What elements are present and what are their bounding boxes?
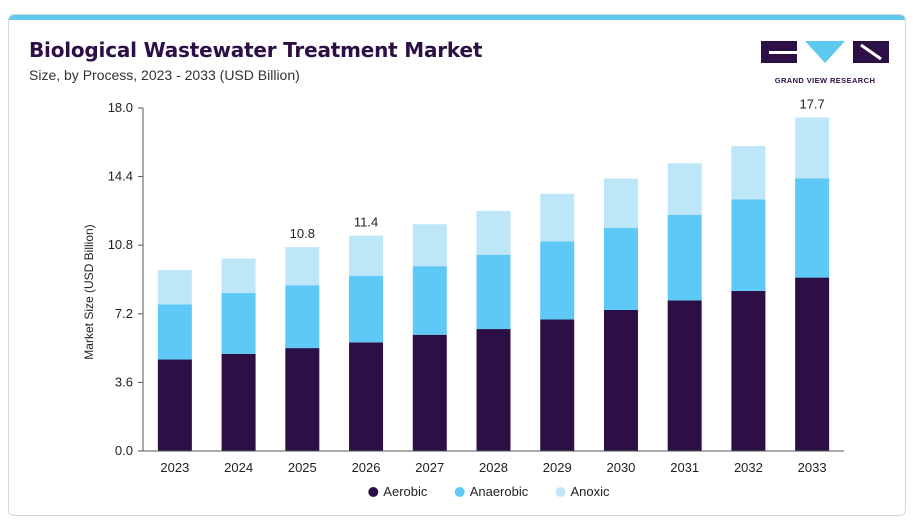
bar-anoxic-2028 xyxy=(476,210,511,255)
bar-anoxic-2030 xyxy=(603,178,638,229)
bar-aerobic-2032 xyxy=(731,290,766,451)
y-tick-label: 14.4 xyxy=(108,169,133,184)
bar-aerobic-2031 xyxy=(667,300,702,451)
x-tick-label: 2031 xyxy=(670,460,699,475)
legend-marker-anaerobic xyxy=(454,487,465,497)
bar-anoxic-2027 xyxy=(412,224,447,267)
legend-label-aerobic: Aerobic xyxy=(383,484,428,499)
bars xyxy=(157,117,830,451)
accent-bar xyxy=(9,15,905,20)
bar-aerobic-2026 xyxy=(349,342,384,451)
data-label-2026: 11.4 xyxy=(354,215,378,230)
bar-aerobic-2025 xyxy=(285,348,320,451)
y-axis-title: Market Size (USD Billion) xyxy=(82,224,96,359)
y-tick-label: 10.8 xyxy=(108,237,133,252)
data-labels: 10.8 11.4 17.7 xyxy=(290,97,825,242)
x-tick-label: 2024 xyxy=(224,460,253,475)
y-tick-label: 3.6 xyxy=(115,374,133,389)
legend-marker-aerobic xyxy=(368,487,379,497)
data-label-2033: 17.7 xyxy=(799,97,824,112)
bar-anaerobic-2025 xyxy=(285,285,320,349)
bar-anaerobic-2033 xyxy=(795,178,830,278)
bar-anaerobic-2031 xyxy=(667,214,702,301)
bar-aerobic-2023 xyxy=(157,359,192,451)
bar-anoxic-2031 xyxy=(667,163,702,215)
x-tick-label: 2033 xyxy=(798,460,827,475)
y-tick-label: 7.2 xyxy=(115,306,133,321)
y-tick-label: 18.0 xyxy=(108,100,133,115)
x-tick-label: 2025 xyxy=(288,460,317,475)
bar-anaerobic-2027 xyxy=(412,266,447,335)
bar-anoxic-2025 xyxy=(285,247,320,286)
x-tick-label: 2023 xyxy=(160,460,189,475)
legend-marker-anoxic xyxy=(555,487,566,497)
bar-anaerobic-2030 xyxy=(603,228,638,310)
x-tick-label: 2029 xyxy=(543,460,572,475)
x-tick-label: 2030 xyxy=(606,460,635,475)
bar-anaerobic-2023 xyxy=(157,304,192,360)
y-axis-ticks: 0.0 3.6 7.2 10.8 14.4 18.0 xyxy=(108,100,143,458)
data-label-2025: 10.8 xyxy=(290,226,315,241)
chart-subtitle: Size, by Process, 2023 - 2033 (USD Billi… xyxy=(29,67,300,83)
chart-card: Biological Wastewater Treatment Market S… xyxy=(8,14,906,516)
bar-anoxic-2029 xyxy=(540,193,575,242)
bar-anoxic-2024 xyxy=(221,258,256,293)
bar-anaerobic-2028 xyxy=(476,254,511,330)
x-tick-label: 2032 xyxy=(734,460,763,475)
y-tick-label: 0.0 xyxy=(115,443,133,458)
x-axis-ticks: 2023 2024 2025 2026 2027 2028 2029 2030 2031 2032… xyxy=(160,460,826,475)
chart-title: Biological Wastewater Treatment Market xyxy=(29,38,483,62)
bar-anaerobic-2026 xyxy=(349,275,384,343)
bar-chart: Market Size (USD Billion) 0.03.67.210.81… xyxy=(82,97,844,499)
bar-aerobic-2033 xyxy=(795,277,830,451)
logo-text: GRAND VIEW RESEARCH xyxy=(774,76,876,85)
bar-anoxic-2033 xyxy=(795,117,830,179)
bar-anoxic-2032 xyxy=(731,146,766,200)
x-tick-label: 2026 xyxy=(352,460,381,475)
x-tick-label: 2027 xyxy=(415,460,444,475)
bar-anaerobic-2024 xyxy=(221,292,256,354)
bar-aerobic-2028 xyxy=(476,329,511,451)
bar-aerobic-2030 xyxy=(603,309,638,451)
x-tick-label: 2028 xyxy=(479,460,508,475)
bar-aerobic-2027 xyxy=(412,334,447,451)
bar-aerobic-2024 xyxy=(221,353,256,451)
legend: Aerobic Anaerobic Anoxic xyxy=(368,484,610,499)
grand-view-research-logo: GRAND VIEW RESEARCH xyxy=(761,39,889,89)
bar-anoxic-2026 xyxy=(349,235,384,276)
bar-anaerobic-2032 xyxy=(731,199,766,291)
legend-label-anaerobic: Anaerobic xyxy=(470,484,529,499)
bar-aerobic-2029 xyxy=(540,319,575,451)
bar-anaerobic-2029 xyxy=(540,241,575,320)
bar-anoxic-2023 xyxy=(157,269,192,305)
logo-icon xyxy=(761,41,889,63)
legend-label-anoxic: Anoxic xyxy=(571,484,611,499)
